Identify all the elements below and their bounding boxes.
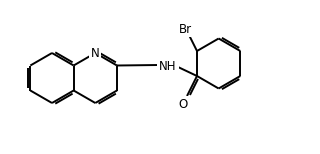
Text: O: O bbox=[178, 97, 188, 111]
Text: Br: Br bbox=[179, 22, 192, 36]
Text: NH: NH bbox=[159, 59, 177, 73]
Text: N: N bbox=[91, 47, 100, 59]
